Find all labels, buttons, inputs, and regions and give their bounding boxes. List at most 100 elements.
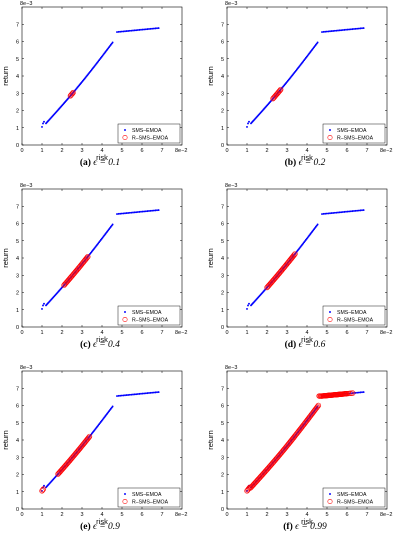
y-tick-label: 1 xyxy=(16,308,19,314)
legend-marker-r-sms-emoa xyxy=(122,135,128,140)
sms-emoa-point xyxy=(316,223,319,226)
sms-emoa-point xyxy=(119,30,122,33)
sms-emoa-point xyxy=(157,27,160,30)
sms-emoa-point xyxy=(156,27,158,30)
sms-emoa-point xyxy=(354,27,357,30)
sms-emoa-point xyxy=(125,212,128,215)
sms-emoa-point xyxy=(324,30,327,33)
legend-label-sms-emoa: SMS–EMOA xyxy=(337,492,367,498)
sms-emoa-point xyxy=(138,392,141,395)
sms-emoa-point xyxy=(117,394,120,397)
sms-emoa-point xyxy=(111,223,114,226)
legend-marker-sms-emoa xyxy=(124,129,126,131)
sms-emoa-point xyxy=(351,210,354,213)
x-tick-label: 4 xyxy=(100,148,103,154)
sms-emoa-point xyxy=(152,209,155,212)
sms-emoa-point xyxy=(154,209,157,212)
sms-emoa-point xyxy=(120,30,123,33)
sms-emoa-point xyxy=(124,212,126,215)
sms-emoa-point xyxy=(116,31,118,33)
sms-emoa-point xyxy=(337,211,339,214)
chart-svg: 0 1 2 3 4 5 6 7 0 1 2 3 4 5 6 7 8e−2 8e−3 risk return SMS–EM… xyxy=(206,365,392,526)
r-sms-emoa-point xyxy=(85,254,91,260)
sms-emoa-point xyxy=(361,27,363,30)
sms-emoa-point xyxy=(42,122,44,125)
chart-panel: 0 1 2 3 4 5 6 7 0 1 2 3 4 5 6 7 8e−2 8e−3 risk return SMS–EM… xyxy=(0,0,200,180)
x-exponent-label: 8e−2 xyxy=(380,148,392,154)
r-sms-emoa-point xyxy=(294,431,300,437)
sms-emoa-point xyxy=(122,212,125,215)
x-exponent-label: 8e−2 xyxy=(380,512,392,518)
legend-marker-sms-emoa xyxy=(124,493,126,495)
sms-emoa-point xyxy=(156,391,158,394)
sms-emoa-point xyxy=(128,29,131,32)
sms-emoa-point xyxy=(127,393,130,396)
sms-emoa-point xyxy=(43,484,45,487)
sms-emoa-point xyxy=(143,392,146,395)
y-tick-label: 2 xyxy=(221,109,224,115)
legend-label-sms-emoa: SMS–EMOA xyxy=(337,310,367,316)
r-sms-emoa-point xyxy=(291,433,298,440)
y-tick-label: 4 xyxy=(16,438,19,444)
sms-emoa-point xyxy=(140,28,142,31)
y-tick-label: 0 xyxy=(16,325,19,331)
sms-emoa-point xyxy=(116,213,118,215)
x-tick-label: 6 xyxy=(140,148,143,154)
legend-marker-r-sms-emoa xyxy=(122,317,128,322)
sms-emoa-point xyxy=(144,28,147,31)
x-tick-label: 5 xyxy=(120,330,123,336)
r-sms-emoa-point xyxy=(40,486,47,492)
sms-emoa-point xyxy=(130,211,133,214)
sms-emoa-point xyxy=(154,27,157,30)
legend-marker-sms-emoa xyxy=(329,129,331,131)
sms-emoa-point xyxy=(151,391,154,394)
sms-emoa-point xyxy=(337,29,339,32)
y-tick-label: 2 xyxy=(221,291,224,297)
sms-emoa-point xyxy=(146,392,149,395)
y-tick-label: 6 xyxy=(221,404,224,410)
r-sms-emoa-point xyxy=(86,433,93,440)
caption-equation: ϵ = 0.99 xyxy=(295,522,327,532)
sms-emoa-point xyxy=(135,393,138,396)
x-axis-label: risk xyxy=(301,517,313,526)
r-sms-emoa-point xyxy=(278,86,284,93)
sms-emoa-point xyxy=(341,211,344,213)
r-sms-emoa-point xyxy=(350,390,356,396)
sms-emoa-point xyxy=(356,391,359,394)
r-sms-emoa-point xyxy=(84,254,90,261)
y-axis-label: return xyxy=(206,248,215,268)
sms-emoa-point xyxy=(327,30,330,33)
legend-label-sms-emoa: SMS–EMOA xyxy=(132,492,162,498)
sms-emoa-point xyxy=(338,211,341,214)
chart-svg: 0 1 2 3 4 5 6 7 0 1 2 3 4 5 6 7 8e−2 8e−3 risk return SMS–EM… xyxy=(206,1,392,162)
sms-emoa-point xyxy=(141,28,144,31)
y-axis-label: return xyxy=(206,66,215,86)
sms-emoa-point xyxy=(316,41,319,44)
x-tick-label: 5 xyxy=(325,148,328,154)
sms-emoa-point xyxy=(246,307,248,310)
r-sms-emoa-point xyxy=(244,488,250,494)
sms-emoa-point xyxy=(325,212,328,215)
sms-emoa-point xyxy=(335,211,338,214)
sms-emoa-point xyxy=(149,209,152,212)
r-sms-emoa-point xyxy=(296,427,303,433)
r-sms-emoa-point xyxy=(291,252,297,258)
sms-emoa-point xyxy=(130,29,133,32)
y-tick-label: 6 xyxy=(16,404,19,410)
x-tick-label: 7 xyxy=(365,330,368,336)
x-tick-label: 3 xyxy=(285,330,288,336)
r-sms-emoa-point xyxy=(312,406,319,412)
legend-box xyxy=(117,123,181,144)
r-sms-emoa-point xyxy=(311,408,317,414)
legend-label-r-sms-emoa: R–SMS–EMOA xyxy=(132,499,169,505)
chart-panel: 0 1 2 3 4 5 6 7 0 1 2 3 4 5 6 7 8e−2 8e−3 risk return SMS–EM… xyxy=(0,364,200,544)
x-tick-label: 3 xyxy=(80,330,83,336)
sms-emoa-point xyxy=(329,212,331,215)
x-exponent-label: 8e−2 xyxy=(175,330,187,336)
sms-emoa-point xyxy=(120,212,123,215)
x-tick-label: 2 xyxy=(265,330,268,336)
sms-emoa-point xyxy=(356,209,359,212)
x-tick-label: 7 xyxy=(365,512,368,518)
y-exponent-label: 8e−3 xyxy=(20,183,32,189)
sms-emoa-point xyxy=(143,210,146,213)
